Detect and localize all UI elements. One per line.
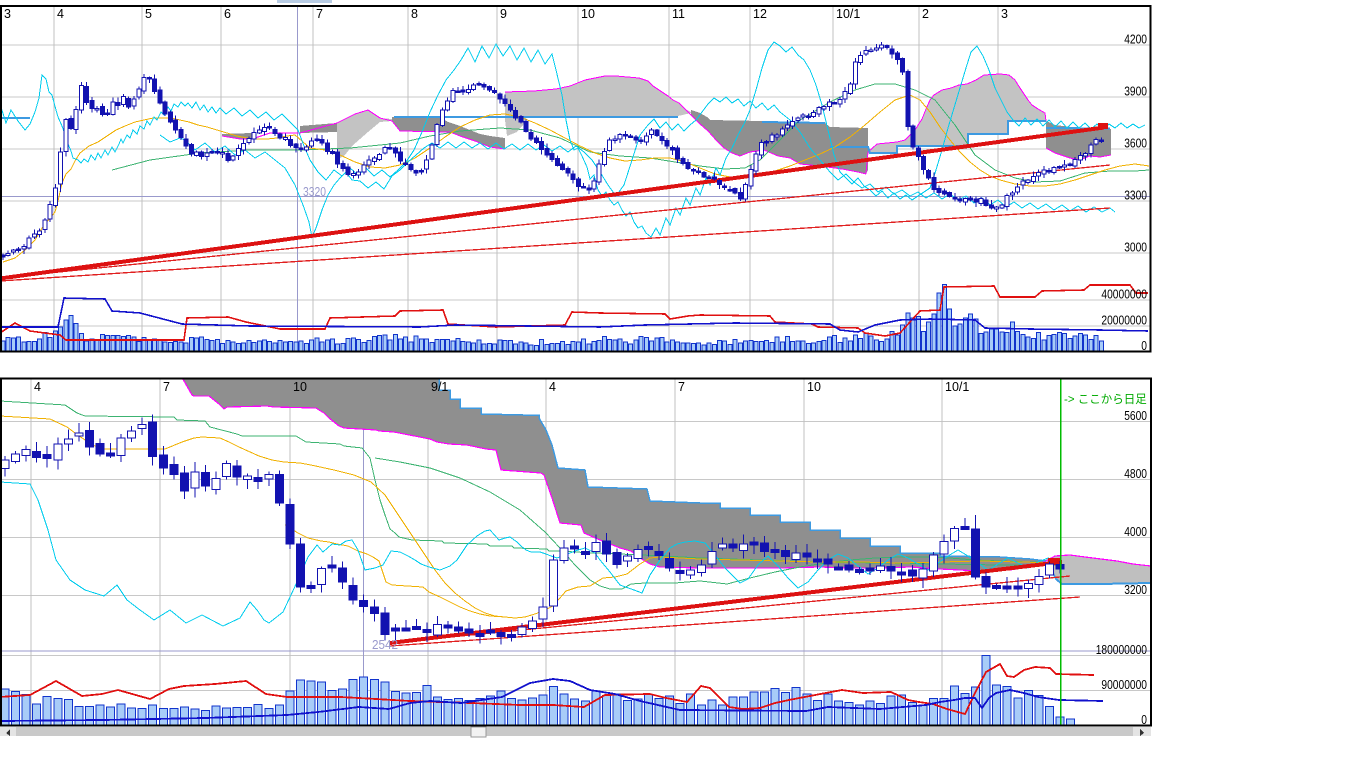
svg-text:11: 11 [672, 7, 685, 21]
svg-text:10: 10 [807, 380, 821, 394]
svg-text:8: 8 [411, 7, 418, 21]
svg-text:4: 4 [57, 7, 64, 21]
svg-text:10/1: 10/1 [836, 7, 860, 21]
svg-text:3900: 3900 [1124, 85, 1147, 99]
svg-text:5600: 5600 [1124, 409, 1147, 423]
svg-text:4: 4 [34, 380, 41, 394]
svg-text:3300: 3300 [1124, 189, 1147, 203]
svg-text:5: 5 [145, 7, 152, 21]
svg-text:3320: 3320 [303, 185, 326, 199]
svg-text:4: 4 [549, 380, 556, 394]
svg-text:10/1: 10/1 [945, 380, 969, 394]
svg-text:4200: 4200 [1124, 33, 1147, 47]
svg-text:6: 6 [224, 7, 231, 21]
svg-text:3: 3 [4, 7, 11, 21]
svg-text:0: 0 [1141, 339, 1147, 353]
svg-text:9: 9 [500, 7, 507, 21]
svg-text:-> ここから日足: -> ここから日足 [1064, 393, 1147, 406]
svg-text:3: 3 [1001, 7, 1008, 21]
svg-text:7: 7 [163, 380, 170, 394]
svg-text:7: 7 [316, 7, 323, 21]
svg-text:9/1: 9/1 [431, 380, 448, 394]
svg-text:90000000: 90000000 [1101, 678, 1147, 692]
svg-text:3000: 3000 [1124, 241, 1147, 255]
svg-text:2542: 2542 [372, 638, 398, 652]
svg-text:12: 12 [753, 7, 767, 21]
svg-text:3600: 3600 [1124, 137, 1147, 151]
svg-text:180000000: 180000000 [1096, 643, 1147, 657]
svg-text:4800: 4800 [1124, 467, 1147, 481]
svg-text:2: 2 [922, 7, 929, 21]
svg-text:7: 7 [678, 380, 685, 394]
svg-text:0: 0 [1141, 713, 1147, 727]
svg-text:40000000: 40000000 [1101, 288, 1147, 302]
svg-text:4000: 4000 [1124, 525, 1147, 539]
svg-text:3200: 3200 [1124, 583, 1147, 597]
svg-text:10: 10 [293, 380, 307, 394]
svg-text:20000000: 20000000 [1101, 313, 1147, 327]
svg-text:10: 10 [581, 7, 595, 21]
